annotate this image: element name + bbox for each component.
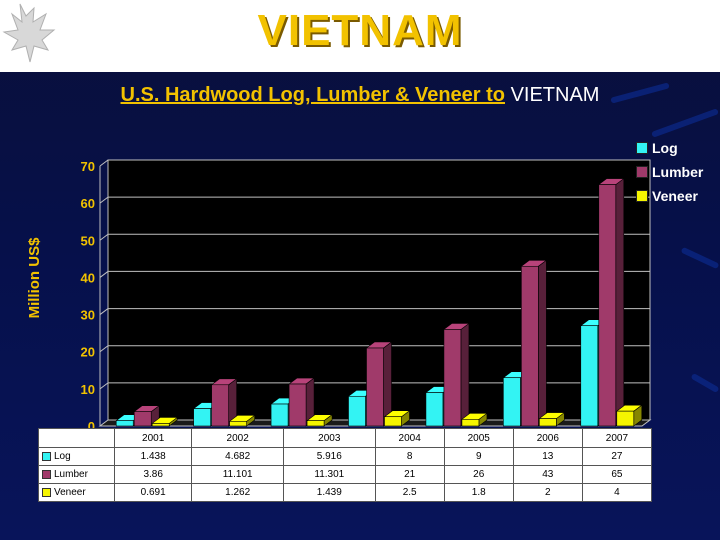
chart-subtitle: U.S. Hardwood Log, Lumber & Veneer to VI… bbox=[0, 84, 720, 107]
y-tick-label: 50 bbox=[81, 233, 95, 248]
data-table-row-log: Log 1.438 4.682 5.916 8 9 13 27 bbox=[38, 447, 653, 466]
legend-item-veneer: Veneer bbox=[636, 184, 720, 208]
bar-lumber bbox=[366, 347, 384, 427]
gridline-diagonal bbox=[99, 308, 109, 315]
table-cell: 65 bbox=[581, 465, 653, 484]
bar-lumber bbox=[443, 329, 462, 427]
y-tick-label: 0 bbox=[88, 419, 95, 434]
legend-swatch-veneer bbox=[636, 190, 648, 202]
gridline-diagonal bbox=[99, 382, 109, 390]
row-label-text: Log bbox=[54, 451, 71, 462]
gridline-diagonal bbox=[99, 196, 109, 204]
legend-label-lumber: Lumber bbox=[652, 164, 704, 180]
bar-log bbox=[348, 395, 366, 427]
bar-log bbox=[425, 392, 444, 427]
row-swatch-veneer bbox=[42, 487, 51, 497]
year-header: 2006 bbox=[512, 428, 583, 448]
y-tick-label: 20 bbox=[81, 345, 95, 360]
y-tick-label: 30 bbox=[81, 308, 95, 323]
legend-swatch-log bbox=[636, 142, 648, 154]
table-cell: 26 bbox=[443, 465, 514, 484]
table-cell: 4 bbox=[581, 483, 653, 502]
bar-veneer bbox=[229, 421, 247, 427]
data-table-corner bbox=[38, 428, 115, 448]
bar-side bbox=[460, 322, 470, 427]
bar-lumber bbox=[133, 411, 152, 427]
legend-label-veneer: Veneer bbox=[652, 188, 698, 204]
year-header: 2003 bbox=[282, 428, 376, 448]
table-cell: 4.682 bbox=[191, 447, 284, 466]
bar-veneer bbox=[384, 416, 402, 427]
legend-label-log: Log bbox=[652, 140, 678, 156]
bar-lumber bbox=[521, 265, 539, 427]
table-cell: 8 bbox=[374, 447, 445, 466]
table-cell: 9 bbox=[443, 447, 514, 466]
maple-leaf-logo bbox=[2, 3, 56, 63]
y-tick-label: 10 bbox=[81, 382, 95, 397]
year-header: 2005 bbox=[443, 428, 514, 448]
data-table-header: 2001 2002 2003 2004 2005 2006 2007 bbox=[38, 428, 653, 448]
row-label-text: Veneer bbox=[54, 487, 86, 498]
bar-lumber bbox=[598, 184, 617, 427]
bar-veneer bbox=[539, 418, 557, 427]
data-table-row-lumber: Lumber 3.86 11.101 11.301 21 26 43 65 bbox=[38, 465, 653, 484]
data-table-row-veneer: Veneer 0.691 1.262 1.439 2.5 1.8 2 4 bbox=[38, 483, 653, 502]
table-cell: 3.86 bbox=[113, 465, 193, 484]
legend: Log Lumber Veneer bbox=[636, 136, 720, 208]
bar-log bbox=[503, 377, 521, 427]
row-swatch-log bbox=[42, 451, 51, 461]
year-header: 2001 bbox=[113, 428, 193, 448]
table-cell: 13 bbox=[512, 447, 583, 466]
y-tick-label: 40 bbox=[81, 270, 95, 285]
bar-veneer bbox=[306, 420, 325, 427]
row-label-log: Log bbox=[38, 447, 115, 466]
row-label-lumber: Lumber bbox=[38, 465, 115, 484]
y-tick-label: 60 bbox=[81, 196, 95, 211]
bar-side bbox=[615, 177, 625, 427]
data-table: 2001 2002 2003 2004 2005 2006 2007 Log 1… bbox=[38, 428, 653, 502]
year-header: 2004 bbox=[374, 428, 445, 448]
table-cell: 1.262 bbox=[191, 483, 284, 502]
bar-log bbox=[580, 325, 599, 427]
bar-lumber bbox=[288, 383, 307, 427]
row-label-text: Lumber bbox=[54, 469, 88, 480]
subtitle-main: U.S. Hardwood Log, Lumber & Veneer to bbox=[120, 84, 505, 106]
bar-log bbox=[270, 403, 289, 427]
slide-title: VIETNAM bbox=[257, 6, 463, 55]
table-cell: 43 bbox=[512, 465, 583, 484]
table-cell: 1.439 bbox=[282, 483, 376, 502]
table-cell: 27 bbox=[581, 447, 653, 466]
table-cell: 1.438 bbox=[113, 447, 193, 466]
bar-side bbox=[538, 259, 547, 427]
gridline-diagonal bbox=[99, 271, 109, 278]
bar-lumber bbox=[211, 384, 229, 427]
gridline-diagonal bbox=[99, 159, 109, 167]
table-cell: 1.8 bbox=[443, 483, 514, 502]
table-cell: 21 bbox=[374, 465, 445, 484]
table-cell: 0.691 bbox=[113, 483, 193, 502]
y-tick-label: 70 bbox=[81, 159, 95, 174]
row-swatch-lumber bbox=[42, 469, 51, 479]
legend-item-log: Log bbox=[636, 136, 720, 160]
bar-veneer bbox=[461, 419, 480, 427]
bar-log bbox=[115, 420, 134, 427]
legend-item-lumber: Lumber bbox=[636, 160, 720, 184]
bar-veneer bbox=[616, 410, 635, 427]
table-cell: 11.301 bbox=[282, 465, 376, 484]
table-cell: 5.916 bbox=[282, 447, 376, 466]
table-cell: 2 bbox=[512, 483, 583, 502]
row-label-veneer: Veneer bbox=[38, 483, 115, 502]
year-header: 2007 bbox=[581, 428, 653, 448]
gridline-diagonal bbox=[99, 345, 109, 353]
bar-veneer bbox=[151, 423, 170, 427]
table-cell: 2.5 bbox=[374, 483, 445, 502]
gridline-diagonal bbox=[99, 233, 109, 241]
table-cell: 11.101 bbox=[191, 465, 284, 484]
title-bar: VIETNAM bbox=[0, 0, 720, 72]
subtitle-country: VIETNAM bbox=[510, 84, 600, 106]
year-header: 2002 bbox=[191, 428, 284, 448]
bar-log bbox=[193, 408, 211, 427]
legend-swatch-lumber bbox=[636, 166, 648, 178]
